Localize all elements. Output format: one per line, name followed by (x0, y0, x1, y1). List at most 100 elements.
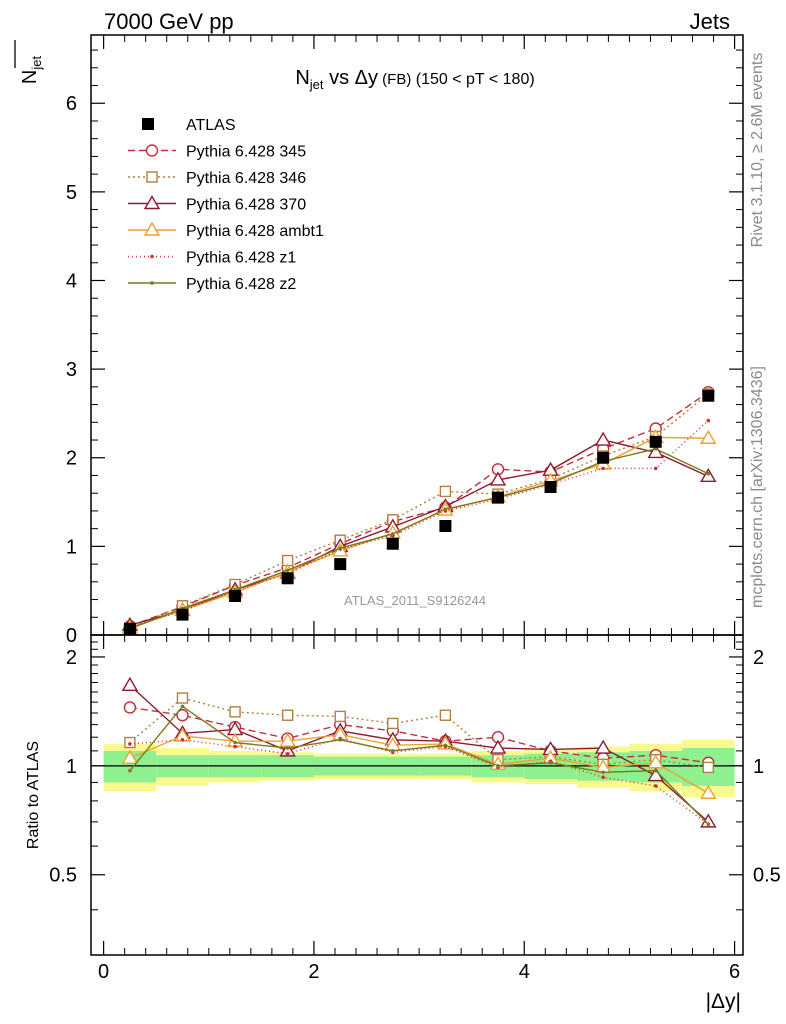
series-4-ratio-point (180, 738, 185, 742)
series-2-ratio-point (121, 676, 139, 691)
series-4-point (601, 466, 605, 471)
atlas-data-point (544, 480, 557, 493)
rivet-label: Rivet 3.1.10, ≥ 2.6M events (749, 53, 766, 248)
series-4-ratio-point (128, 742, 132, 746)
series-2-ratio-point (489, 739, 507, 754)
legend-series-marker (145, 144, 159, 157)
legend-series-label: Pythia 6.428 370 (186, 197, 306, 214)
atlas-data-point (597, 451, 610, 464)
legend-series-label: Pythia 6.428 345 (186, 144, 306, 161)
header-right: Jets (690, 9, 730, 34)
atlas-data-point (649, 435, 662, 448)
atlas-data-point (123, 622, 136, 635)
y-tick-label: 6 (66, 93, 77, 115)
series-5-ratio-point (653, 768, 658, 773)
y-tick-label: 1 (66, 536, 77, 558)
series-5-ratio-point (338, 738, 343, 742)
atlas-data-point (176, 608, 189, 621)
series-5-ratio-point (233, 740, 237, 745)
legend: ATLAS Pythia 6.428 345 Pythia 6.428 346 Pyt… (128, 117, 324, 293)
series-5-ratio-point (548, 760, 553, 765)
series-5-ratio-point (443, 743, 448, 748)
series-5-point (706, 471, 711, 476)
legend-series-label: Pythia 6.428 346 (186, 170, 306, 187)
legend-series-label: Pythia 6.428 z2 (186, 276, 296, 293)
x-tick-label: 2 (308, 961, 319, 983)
x-tick-label: 4 (519, 961, 530, 983)
series-5-ratio-point (128, 768, 132, 773)
series-4-ratio-point (233, 744, 237, 749)
header-left: 7000 GeV pp (104, 9, 234, 34)
series-5-ratio-point (180, 704, 185, 709)
series-1-ratio-point (334, 710, 346, 723)
series-4-ratio-line (129, 737, 709, 825)
atlas-data-point (229, 590, 242, 603)
series-0-ratio-point (123, 701, 137, 714)
legend-atlas-label: ATLAS (186, 117, 236, 134)
series-5-ratio-point (285, 746, 290, 750)
series-0-ratio-point (176, 709, 189, 722)
x-axis-label: |Δy| (706, 990, 741, 1013)
series-1-ratio-point (176, 692, 189, 704)
series-0-ratio-line (129, 706, 709, 764)
series-3-ratio-point (121, 749, 139, 764)
ratio-tick-label: 2 (66, 647, 77, 669)
series-4-line (129, 420, 709, 628)
series-4-ratio-point (285, 751, 290, 756)
series-2-ratio-line (129, 684, 709, 823)
series-5-ratio-point (601, 770, 605, 775)
series-2-point (647, 444, 664, 459)
series-1-ratio-point (229, 706, 241, 718)
series-0-line (129, 391, 709, 627)
series-3-ratio-point (700, 784, 717, 799)
atlas-data-point (386, 537, 399, 550)
y-axis-label-bottom: Ratio to ATLAS (25, 741, 42, 849)
series-5-point (653, 447, 658, 451)
legend-series-marker (143, 195, 161, 210)
y-tick-label: 5 (66, 182, 77, 204)
atlas-data-point (439, 519, 452, 532)
atlas-data-point (491, 491, 504, 504)
series-5-point (285, 568, 290, 573)
series-2-ratio-point (594, 739, 612, 754)
series-1-ratio-point (387, 717, 399, 730)
x-tick-label: 6 (729, 961, 740, 983)
series-5-ratio-point (706, 822, 711, 826)
legend-series-label: Pythia 6.428 z1 (186, 250, 296, 267)
legend-series-marker (150, 254, 154, 259)
ratio-tick-label-right: 0.5 (753, 865, 781, 887)
series-5-line (129, 448, 709, 630)
chart-title: Njet vs Δy (FB) (150 < pT < 180) (295, 67, 534, 92)
series-1-ratio-point (281, 709, 294, 721)
series-2-point (489, 471, 507, 486)
series-1-ratio-point (702, 761, 714, 774)
axis-ticks (91, 35, 743, 955)
series-3-ratio-point (279, 732, 296, 747)
mcplots-label: mcplots.cern.ch [arXiv:1306.3436] (749, 366, 766, 608)
series-4-point (706, 418, 711, 423)
series-2-point (594, 431, 612, 446)
ratio-tick-label: 0.5 (49, 865, 77, 887)
series-5-ratio-point (496, 764, 500, 768)
atlas-data-point (334, 558, 347, 571)
legend-series-label: Pythia 6.428 ambt1 (186, 223, 324, 240)
watermark: ATLAS_2011_S9126244 (344, 593, 486, 608)
legend-series-marker (146, 171, 158, 183)
atlas-data-points (123, 389, 715, 635)
legend-series-marker (150, 281, 154, 285)
series-3-ratio-line (129, 733, 709, 794)
legend-atlas-marker (142, 118, 154, 130)
series-5-point (338, 546, 343, 550)
ratio-tick-label-right: 1 (753, 756, 764, 778)
series-4-ratio-point (653, 784, 658, 788)
series-5-point (391, 532, 395, 536)
series-1-ratio-point (439, 709, 452, 721)
series-4-point (653, 466, 658, 471)
main-series (121, 385, 717, 634)
series-3-ratio-point (647, 754, 664, 769)
series-4-ratio-point (601, 775, 605, 780)
y-tick-label: 2 (66, 448, 77, 470)
ratio-tick-label-right: 2 (753, 647, 764, 669)
